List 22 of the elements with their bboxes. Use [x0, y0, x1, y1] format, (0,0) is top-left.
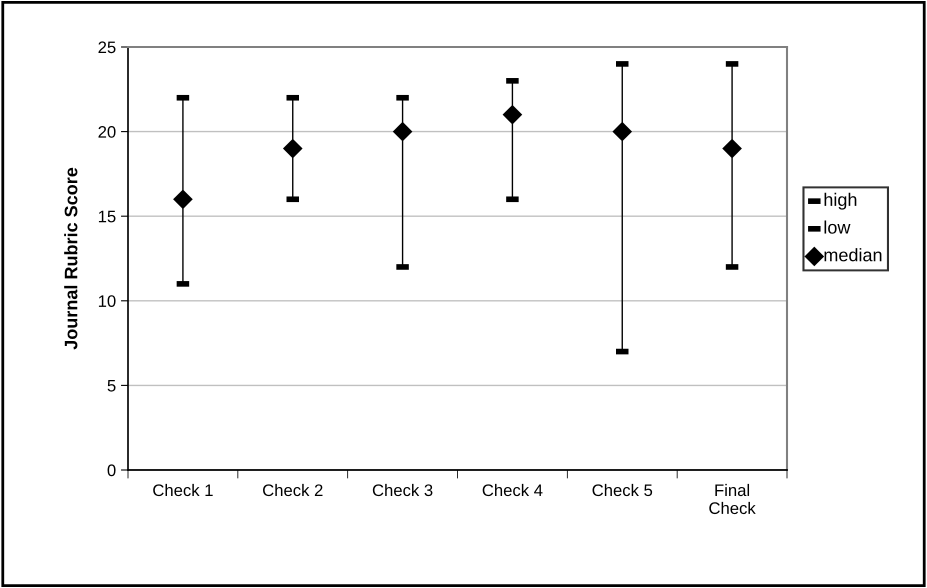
- x-tick-label: Check 4: [482, 484, 542, 496]
- y-tick-label: 10: [98, 295, 116, 308]
- point: [502, 104, 522, 124]
- y-tick-label: 15: [98, 210, 116, 222]
- y-tick-label: 25: [98, 41, 116, 54]
- point: [612, 122, 632, 142]
- y-axis-title: Journal Rubric Score: [64, 168, 78, 350]
- x-tick-label: Check 1: [153, 484, 213, 496]
- y-tick-label: 20: [98, 126, 116, 138]
- legend-label: median: [824, 248, 882, 262]
- legend-label: high: [824, 192, 856, 210]
- y-tick-label: 0: [108, 464, 116, 476]
- x-tick-label: Check 2: [263, 484, 322, 496]
- x-tick-label: Check 3: [372, 484, 432, 496]
- point: [282, 138, 303, 158]
- point: [392, 122, 412, 142]
- x-tick-label: Check 5: [592, 484, 652, 496]
- point: [173, 189, 193, 210]
- y-tick-label: 5: [108, 380, 116, 392]
- legend-label: low: [824, 220, 850, 234]
- point: [722, 138, 742, 158]
- x-tick-label: Final Check: [709, 484, 756, 514]
